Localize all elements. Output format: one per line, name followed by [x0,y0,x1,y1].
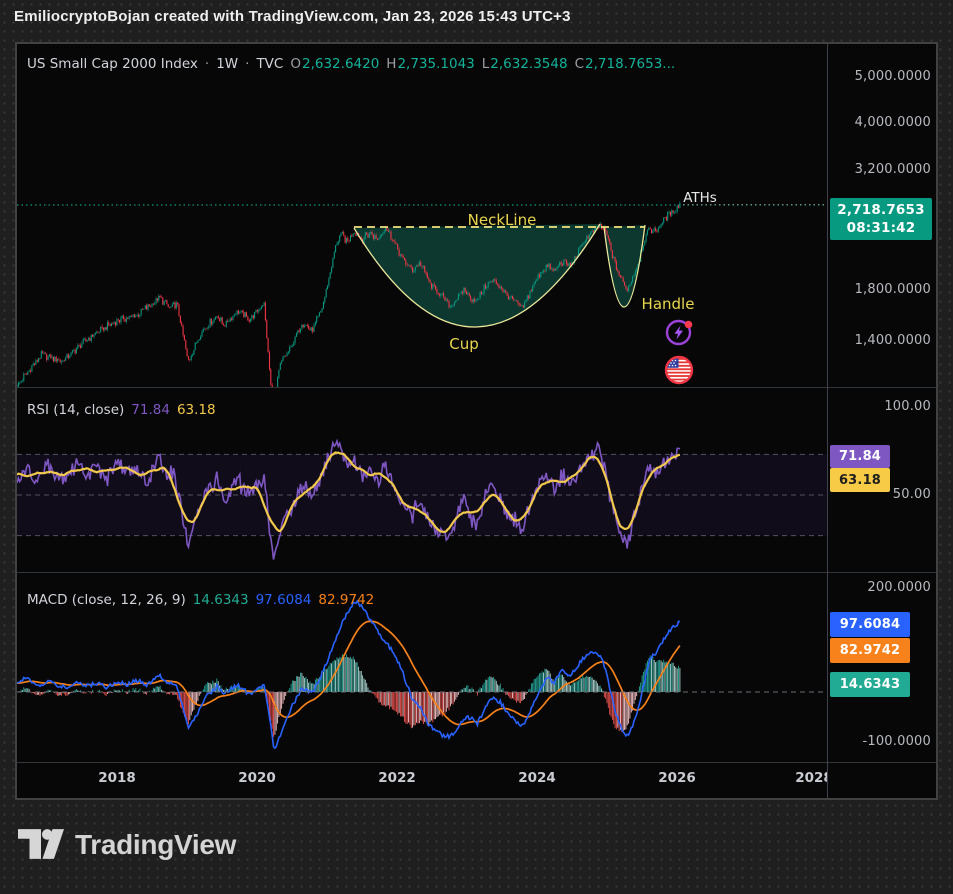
time-axis-separator[interactable] [17,762,936,763]
rsi-tick: 50.00 [892,487,931,502]
macd-line-value: 97.6084 [255,592,312,608]
separator-dot: · [204,56,210,72]
bar-countdown: 08:31:42 [846,220,916,236]
ohlc-high: H 2,735.1043 [386,56,475,72]
macd-hist-badge: 14.6343 [830,672,910,697]
ohlc-close: C 2,718.7653... [574,56,676,72]
price-tick: 1,800.0000 [854,282,931,297]
macd-pane-canvas[interactable] [17,572,827,762]
last-price-value: 2,718.7653 [837,201,925,218]
rsi-title-row[interactable]: RSI (14, close) 71.84 63.18 [27,402,216,418]
price-tick: 4,000.0000 [854,115,931,130]
macd-signal-badge: 82.9742 [830,638,910,663]
tradingview-logo-mark [18,829,64,859]
year-label: 2022 [378,770,416,786]
tradingview-logo[interactable]: TradingView [18,828,236,861]
macd-tick: 200.0000 [867,580,931,595]
year-label: 2024 [518,770,556,786]
pane-separator[interactable] [17,572,936,573]
year-label: 2018 [98,770,136,786]
earnings-lightning-icon[interactable] [663,316,695,348]
time-axis[interactable]: 2018 2020 2022 2024 2026 2028 [17,762,828,800]
macd-title[interactable]: MACD (close, 12, 26, 9) [27,592,186,608]
price-tick: 3,200.0000 [854,162,931,177]
symbol-title-row[interactable]: US Small Cap 2000 Index · 1W · TVC O 2,6… [27,56,675,72]
rsi-badge: 71.84 [830,445,890,468]
chart-frame: US Small Cap 2000 Index · 1W · TVC O 2,6… [15,42,938,800]
price-pane-canvas[interactable] [17,44,827,387]
year-label: 2020 [238,770,276,786]
macd-hist-value: 14.6343 [192,592,249,608]
ohlc-open: O 2,632.6420 [290,56,380,72]
last-price-badge[interactable]: 2,718.7653 08:31:42 [830,198,932,240]
cup-label[interactable]: Cup [449,335,479,353]
macd-title-row[interactable]: MACD (close, 12, 26, 9) 14.6343 97.6084 … [27,592,374,608]
year-label: 2026 [658,770,696,786]
interval-label[interactable]: 1W [216,56,239,72]
tradingview-logo-text: TradingView [75,828,237,860]
macd-signal-value: 82.9742 [318,592,375,608]
price-tick: 1,400.0000 [854,333,931,348]
separator-dot: · [245,56,250,72]
handle-label[interactable]: Handle [641,295,695,313]
rsi-tick: 100.00 [884,399,931,414]
year-label: 2028 [795,770,828,786]
rsi-ma-badge: 63.18 [830,468,890,492]
symbol-title[interactable]: US Small Cap 2000 Index [27,56,198,72]
ohlc-low: L 2,632.3548 [481,56,568,72]
aths-label[interactable]: ATHs [683,190,717,206]
price-scale-separator[interactable] [827,44,828,798]
pane-separator[interactable] [17,387,936,388]
exchange-label: TVC [256,56,284,72]
attribution-header: EmiliocryptoBojan created with TradingVi… [14,8,571,25]
rsi-title[interactable]: RSI (14, close) [27,402,125,418]
price-tick: 5,000.0000 [854,69,931,84]
neckline-label[interactable]: NeckLine [467,211,537,229]
rsi-value: 71.84 [131,402,170,418]
rsi-ma-value: 63.18 [176,402,216,418]
macd-line-badge: 97.6084 [830,612,910,637]
rsi-pane-canvas[interactable] [17,387,827,572]
us-flag-icon[interactable] [663,354,695,386]
macd-tick: -100.0000 [862,734,931,749]
